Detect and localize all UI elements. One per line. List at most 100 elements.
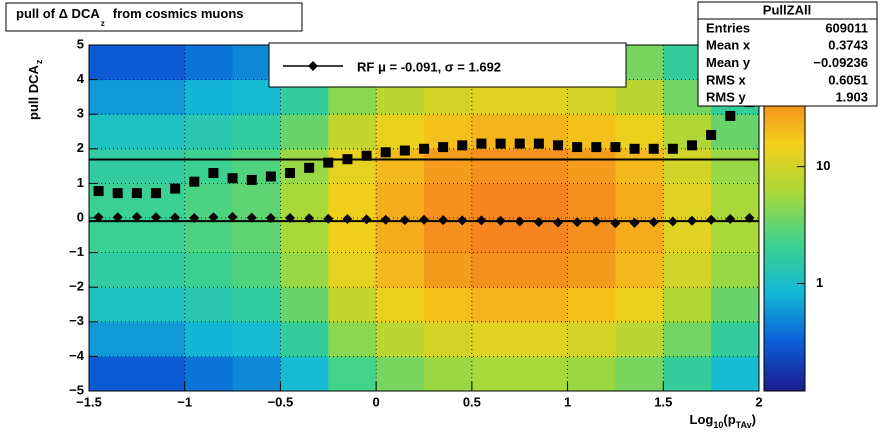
diamond-marker	[476, 215, 487, 226]
heat-cell	[328, 183, 377, 219]
heat-cell	[567, 356, 616, 392]
heat-cell	[136, 287, 186, 323]
heat-cell	[328, 321, 377, 357]
heat-cell	[711, 356, 760, 392]
heat-cell	[376, 321, 425, 357]
heat-cell	[136, 321, 186, 357]
heat-cell	[232, 321, 281, 357]
heat-cell	[184, 287, 234, 323]
heat-cell	[184, 218, 234, 254]
square-marker	[170, 183, 181, 194]
heat-cell	[280, 218, 329, 254]
y-tick-label: 0	[77, 209, 84, 224]
square-marker	[629, 143, 640, 154]
heat-cell	[136, 252, 186, 288]
heat-cell	[136, 356, 186, 392]
square-marker	[399, 145, 410, 156]
heat-cell	[184, 79, 234, 115]
heat-cell	[567, 252, 616, 288]
x-tick-label: 0.5	[463, 394, 481, 409]
square-marker	[304, 162, 315, 173]
diamond-marker	[342, 214, 353, 225]
heat-cell	[519, 287, 569, 323]
y-tick-label: 4	[77, 71, 85, 86]
diamond-marker	[533, 217, 544, 228]
heat-cell	[711, 183, 760, 219]
y-tick-label: 5	[77, 36, 84, 51]
heat-cell	[519, 321, 569, 357]
heat-cell	[232, 218, 281, 254]
heat-cell	[519, 148, 569, 184]
heat-cell	[567, 287, 616, 323]
diamond-marker	[648, 217, 659, 228]
y-tick-label: −1	[69, 244, 84, 259]
square-marker	[246, 174, 257, 185]
diamond-marker	[419, 214, 429, 225]
square-marker	[591, 142, 602, 153]
heat-cell	[376, 114, 425, 150]
diamond-marker	[170, 212, 181, 223]
heat-cell	[615, 252, 664, 288]
heat-cell	[471, 148, 521, 184]
heat-cell	[232, 287, 281, 323]
square-marker	[93, 186, 104, 197]
chart-title: pull of Δ DCAz from cosmics muons	[16, 6, 244, 28]
x-tick-label: 0	[373, 394, 380, 409]
heat-cell	[615, 114, 664, 150]
heat-cell	[567, 183, 616, 219]
y-label-sub: z	[34, 59, 44, 64]
diamond-marker	[151, 212, 161, 223]
heat-cell	[232, 356, 281, 392]
heat-cell	[89, 45, 138, 81]
square-marker	[457, 140, 468, 151]
heat-cell	[280, 356, 329, 392]
heat-cell	[136, 114, 186, 150]
diamond-marker	[744, 213, 755, 223]
square-marker	[189, 176, 200, 187]
diamond-marker	[725, 214, 736, 225]
heat-cell	[424, 321, 473, 357]
diamond-marker	[572, 217, 583, 228]
square-marker	[667, 143, 678, 154]
heat-cell	[376, 287, 425, 323]
heat-cell	[663, 183, 712, 219]
heat-cell	[184, 321, 234, 357]
y-tick-label: −4	[69, 348, 85, 363]
square-marker	[265, 171, 276, 182]
square-marker	[419, 143, 429, 154]
heat-cell	[184, 356, 234, 392]
heat-cell	[663, 287, 712, 323]
stats-label: Mean x	[706, 38, 751, 53]
square-marker	[151, 188, 161, 199]
stats-label: Entries	[706, 20, 750, 35]
diamond-marker	[361, 214, 372, 225]
stats-value: 0.3743	[828, 38, 868, 53]
legend-box	[268, 42, 627, 88]
heat-cell	[519, 252, 569, 288]
square-marker	[610, 142, 621, 153]
heat-cell	[615, 321, 664, 357]
title-box	[5, 2, 303, 32]
x-label-c: (p	[723, 412, 735, 427]
heat-cell	[328, 252, 377, 288]
x-tick-label: −1	[177, 394, 192, 409]
stats-label: RMS x	[706, 72, 747, 87]
square-marker	[361, 150, 372, 161]
square-marker	[476, 138, 487, 149]
heat-cell	[615, 183, 664, 219]
heat-cell	[424, 356, 473, 392]
x-axis-label: Log10(pTAv)	[690, 412, 756, 430]
square-marker	[380, 147, 391, 158]
x-label-d: TAv	[736, 420, 752, 430]
heat-cell	[89, 148, 138, 184]
heat-cell	[184, 114, 234, 150]
heat-cell	[184, 183, 234, 219]
diamond-marker	[591, 216, 602, 227]
heat-cell	[232, 114, 281, 150]
x-tick-label: 2	[755, 394, 762, 409]
heat-cell	[519, 183, 569, 219]
square-marker	[572, 142, 583, 153]
heat-cell	[328, 287, 377, 323]
heat-cell	[376, 356, 425, 392]
